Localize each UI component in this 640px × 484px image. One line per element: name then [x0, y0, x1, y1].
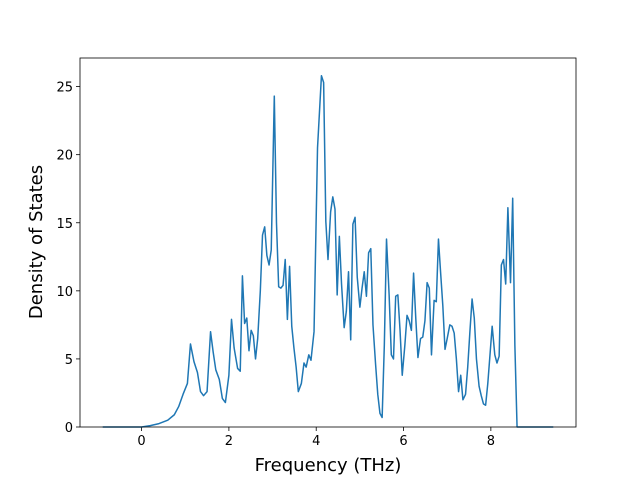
x-axis-label: Frequency (THz)	[255, 455, 402, 476]
x-tick-label: 8	[487, 434, 495, 449]
x-tick-label: 2	[225, 434, 233, 449]
x-tick-label: 4	[312, 434, 320, 449]
data-line	[102, 74, 554, 428]
y-axis-label: Density of States	[26, 165, 47, 319]
plot-frame	[79, 57, 577, 428]
y-tick-label: 10	[56, 285, 73, 300]
x-tick-label: 6	[399, 434, 407, 449]
y-tick-label: 15	[56, 217, 73, 232]
y-tick-label: 5	[65, 353, 73, 368]
y-tick-label: 25	[56, 81, 73, 96]
y-tick-label: 20	[56, 149, 73, 164]
y-tick-label: 0	[65, 421, 73, 436]
x-tick-label: 0	[137, 434, 145, 449]
